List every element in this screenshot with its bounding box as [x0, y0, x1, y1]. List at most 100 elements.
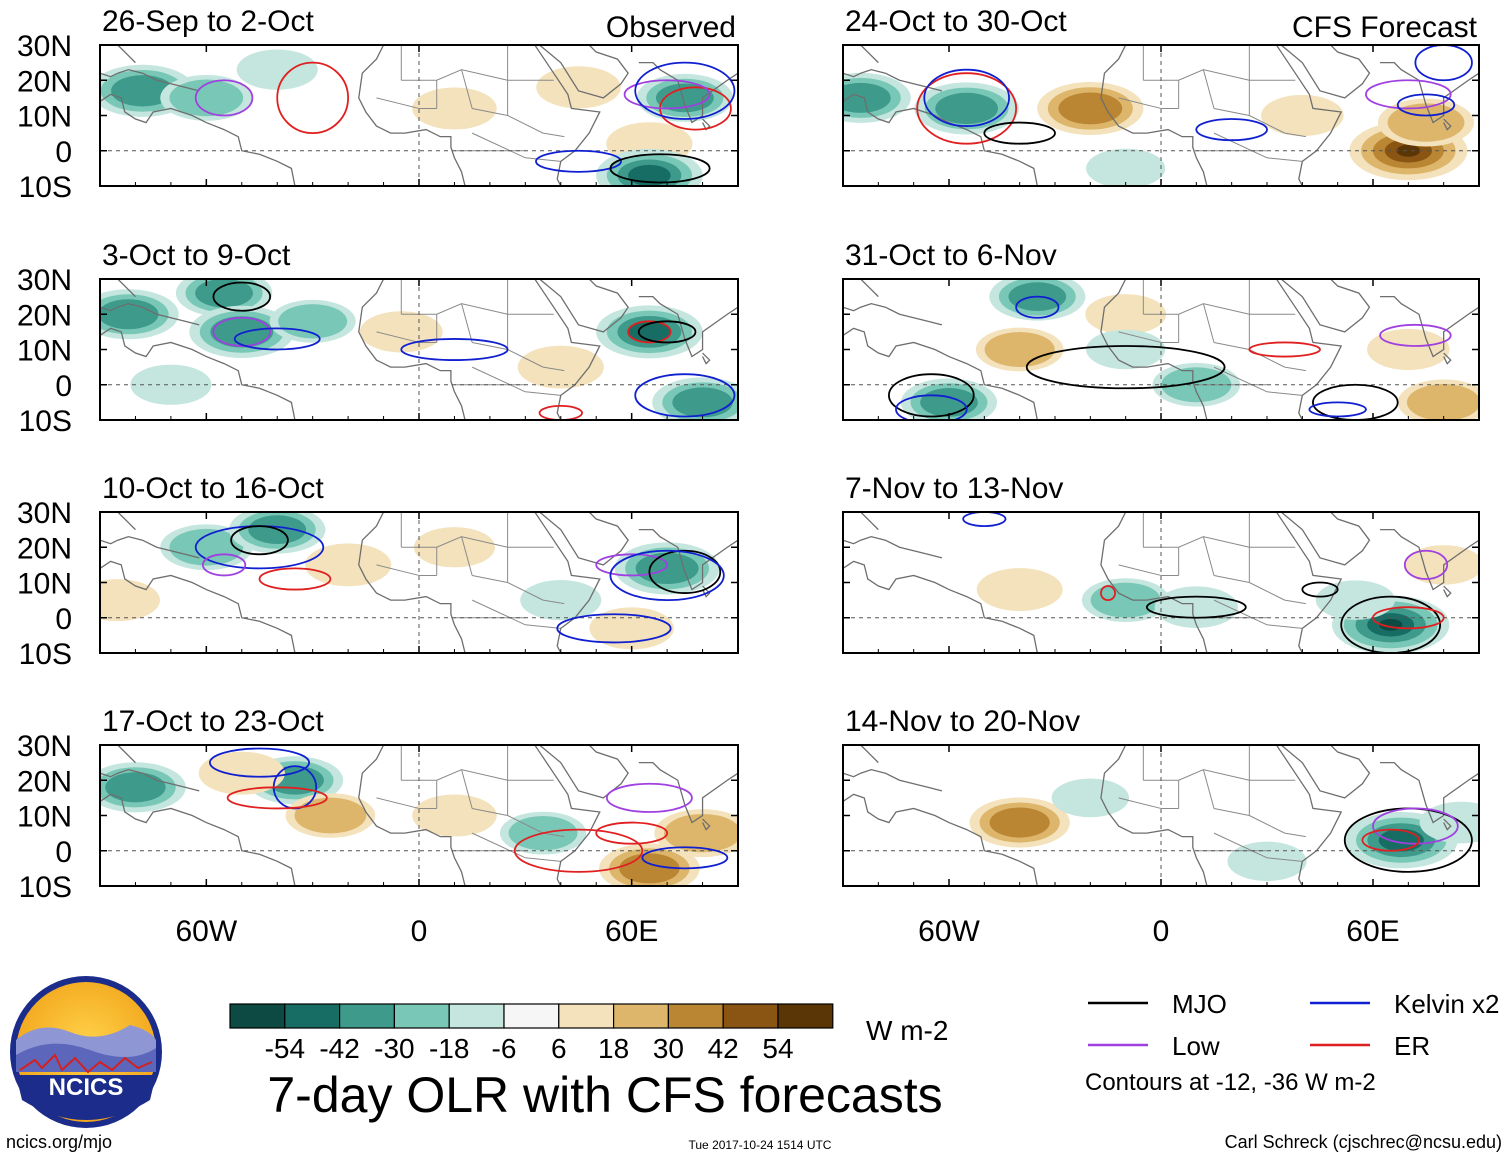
map-boundary — [1143, 745, 1343, 886]
colorbar-swatch — [777, 1003, 834, 1029]
map-boundary — [1143, 279, 1343, 420]
map-boundary — [843, 793, 1038, 886]
map-boundary — [100, 302, 200, 326]
lat-tick-label: 0 — [55, 370, 72, 403]
contour-mjo — [648, 549, 722, 594]
olr-anomaly-mark — [1375, 333, 1442, 366]
figure-title: 7-day OLR with CFS forecasts — [267, 1067, 942, 1123]
map-boundary — [1213, 107, 1250, 116]
contour-kelvin-x2 — [1396, 93, 1456, 117]
map-boundary — [701, 352, 711, 365]
legend: MJO Kelvin x2 Low ER Contours at -12, -36 W … — [1085, 989, 1500, 1096]
map-boundary — [472, 574, 508, 583]
map-boundary — [472, 107, 508, 116]
map-boundary — [471, 132, 526, 159]
map-area — [100, 512, 738, 653]
map-area — [100, 279, 738, 420]
olr-anomaly-mark — [138, 368, 204, 401]
lat-tick-label: 10S — [19, 171, 72, 204]
olr-anomaly-mark — [1427, 805, 1479, 840]
map-boundary — [1118, 797, 1162, 809]
map-boundary — [843, 302, 943, 326]
olr-anomaly-mark — [655, 83, 714, 113]
lat-tick-label: 10N — [17, 101, 72, 134]
map-boundary — [100, 793, 296, 886]
map-boundary — [1118, 97, 1162, 109]
map-boundary — [358, 45, 466, 186]
panel-period-label: 7-Nov to 13-Nov — [845, 472, 1063, 505]
map-boundary — [376, 331, 420, 343]
legend-label: Low — [1172, 1031, 1220, 1061]
map-area — [843, 512, 1479, 653]
contour-low — [194, 79, 254, 117]
colorbar-swatch — [339, 1003, 396, 1029]
contour-low — [605, 782, 693, 813]
olr-anomaly-mark — [984, 332, 1055, 367]
map-boundary — [1100, 745, 1208, 886]
colorbar-label: 6 — [551, 1033, 567, 1064]
panel-period-label: 31-Oct to 6-Nov — [845, 239, 1057, 272]
panel-right-0: 24-Oct to 30-Oct CFS Forecast — [842, 5, 1480, 187]
contour-kelvin-x2 — [1015, 295, 1060, 319]
olr-anomaly-mark — [673, 818, 732, 848]
map-boundary — [100, 45, 136, 64]
olr-anomaly-mark — [115, 777, 156, 798]
olr-anomaly-mark — [646, 557, 689, 579]
map-boundary — [638, 295, 738, 358]
map-boundary — [461, 536, 473, 576]
olr-anomaly-mark — [420, 798, 489, 833]
map-boundary — [595, 885, 597, 886]
map-boundary — [100, 560, 296, 653]
footer-url[interactable]: ncics.org/mjo — [6, 1132, 113, 1152]
olr-anomaly-mark — [1090, 582, 1161, 618]
lon-tick-label: 60E — [605, 915, 658, 948]
map-boundary — [100, 68, 200, 92]
contour-mjo — [637, 320, 697, 344]
lon-tick-label: 0 — [411, 915, 428, 948]
contour-kelvin-x2 — [535, 149, 622, 173]
map-boundary — [1443, 585, 1452, 598]
olr-anomaly-mark — [629, 858, 670, 879]
olr-anomaly-mark — [303, 802, 358, 829]
colorbar-swatch — [667, 1003, 724, 1029]
map-boundary — [507, 582, 544, 601]
map-boundary — [843, 68, 943, 92]
map-boundary — [1280, 745, 1371, 799]
contour-kelvin-x2 — [923, 68, 1010, 127]
map-boundary — [358, 279, 466, 420]
colorbar-label: 18 — [598, 1033, 629, 1064]
olr-anomaly-mark — [1269, 99, 1336, 132]
olr-anomaly-mark — [1323, 584, 1387, 616]
map-boundary — [1213, 341, 1250, 350]
map-boundary — [472, 341, 508, 350]
map-boundary — [100, 512, 136, 531]
map-boundary — [1380, 61, 1479, 124]
lat-tick-label: 0 — [55, 603, 72, 636]
map-boundary — [358, 745, 466, 886]
map-boundary — [471, 599, 526, 626]
map-boundary — [1336, 185, 1338, 186]
map-boundary — [100, 768, 200, 792]
map-boundary — [471, 832, 526, 859]
footer-timestamp: Tue 2017-10-24 1514 UTC — [0, 1138, 1510, 1152]
lat-tick-label: 20N — [17, 299, 72, 332]
map-boundary — [401, 512, 601, 653]
lat-tick-label: 30N — [17, 264, 72, 297]
contour-mjo — [212, 281, 272, 312]
colorbar-swatch — [393, 1003, 450, 1029]
olr-anomaly-mark — [682, 392, 723, 413]
lat-tick-label: 10N — [17, 568, 72, 601]
map-boundary — [1280, 279, 1371, 333]
panel-right-3: 14-Nov to 20-Nov 60W 0 60E — [842, 705, 1480, 948]
map-boundary — [701, 818, 711, 831]
lon-tick-label: 60W — [918, 915, 980, 948]
lat-tick-label: 30N — [17, 497, 72, 530]
map-area — [843, 745, 1479, 886]
map-boundary — [1284, 132, 1306, 138]
olr-anomaly-mark — [999, 812, 1040, 833]
map-boundary — [539, 745, 629, 799]
map-boundary — [507, 115, 544, 134]
contour-low — [1365, 79, 1452, 110]
